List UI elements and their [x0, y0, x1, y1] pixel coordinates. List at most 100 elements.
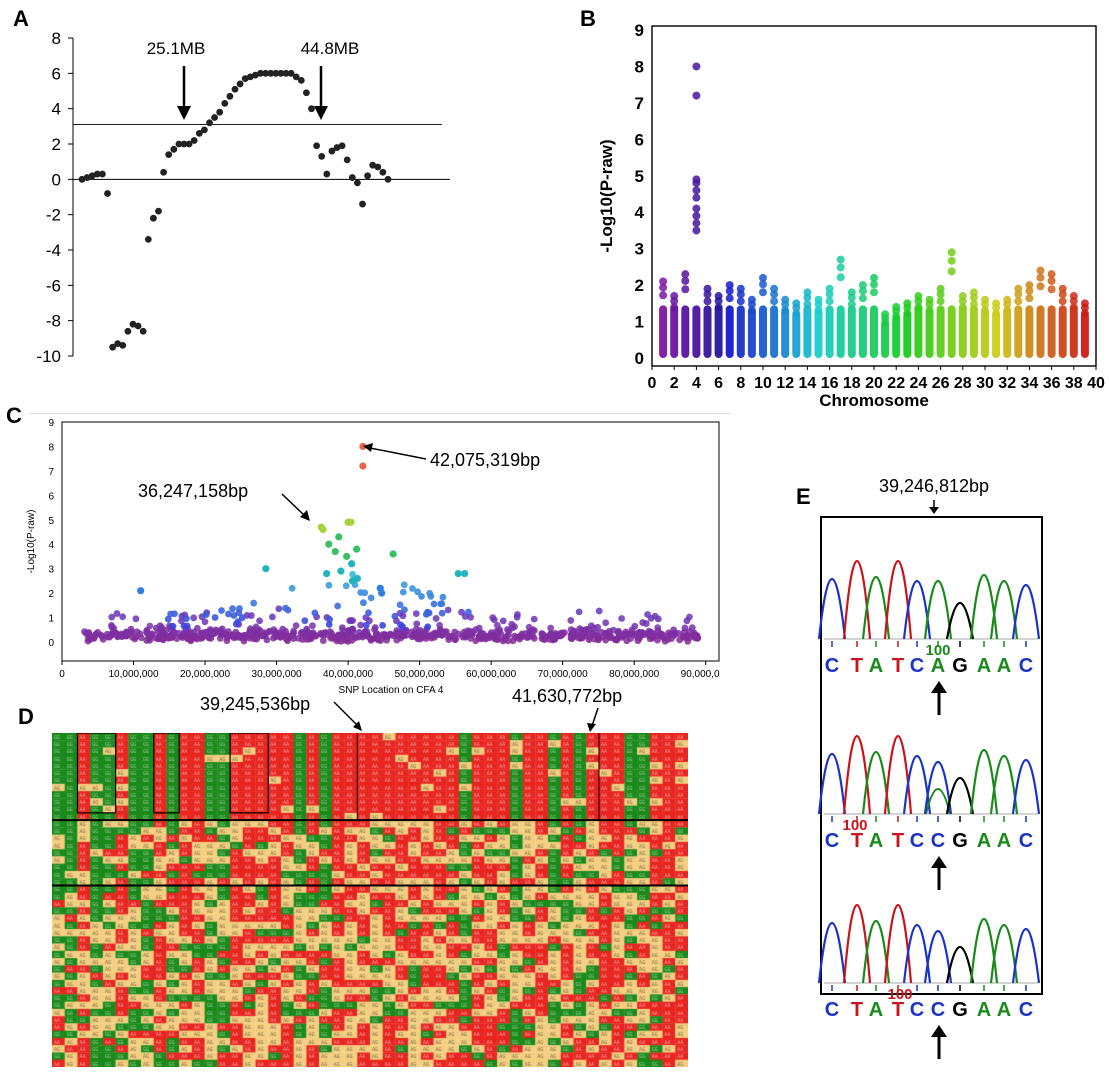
- panel-e-letter: E: [796, 484, 811, 509]
- e-base-letter: C: [825, 830, 839, 852]
- c-point: [328, 633, 336, 641]
- c-point: [237, 632, 245, 640]
- c-point: [301, 617, 309, 625]
- a-y-tick-label: -8: [46, 312, 61, 331]
- c-point: [344, 635, 351, 643]
- e-peak: [989, 580, 1019, 640]
- a-point: [129, 320, 137, 328]
- c-point: [255, 627, 263, 635]
- e-up-arrow-head: [931, 856, 947, 868]
- b-point: [947, 267, 956, 276]
- c-x-tick-label: 10,000,000: [108, 669, 158, 680]
- c-point: [266, 627, 274, 635]
- c-point: [438, 609, 446, 617]
- a-point: [88, 172, 96, 180]
- c-point: [595, 634, 603, 642]
- c-point: [191, 632, 199, 640]
- c-point: [527, 628, 535, 635]
- c-annot-arrow: [369, 447, 427, 460]
- b-x-axis-label: Chromosome: [819, 391, 929, 410]
- b-chromosome-column: [670, 305, 679, 358]
- b-point: [781, 300, 790, 309]
- c-point: [357, 589, 365, 596]
- e-base-letter: A: [977, 830, 991, 852]
- b-chromosome-column: [770, 305, 779, 358]
- c-point: [360, 599, 367, 607]
- a-point: [262, 69, 269, 77]
- c-point: [137, 634, 145, 642]
- b-point: [847, 300, 856, 309]
- c-point: [365, 609, 372, 617]
- c-point: [311, 609, 319, 617]
- b-chromosome-column: [992, 311, 1001, 358]
- c-point: [292, 622, 300, 630]
- b-point: [803, 293, 812, 302]
- b-point: [981, 306, 989, 315]
- b-chromosome-column: [736, 305, 745, 358]
- c-point: [218, 631, 226, 639]
- b-chromosome-column: [1003, 308, 1012, 358]
- b-point: [1003, 300, 1012, 309]
- c-point: [112, 629, 120, 637]
- c-point: [357, 621, 364, 629]
- c-point: [361, 628, 369, 635]
- c-point: [412, 610, 420, 618]
- b-point: [858, 281, 867, 290]
- b-point: [870, 273, 878, 282]
- c-annot-42075319: 42,075,319bp: [430, 450, 540, 470]
- b-x-tick-label: 28: [954, 375, 972, 392]
- b-point: [947, 256, 956, 265]
- b-point: [936, 297, 945, 306]
- c-point: [325, 621, 333, 628]
- e-peak: [842, 735, 872, 815]
- b-point: [692, 179, 701, 188]
- c-point: [182, 615, 190, 623]
- c-point: [577, 626, 585, 634]
- c-point: [123, 632, 131, 640]
- b-x-tick-label: 30: [976, 375, 994, 392]
- c-x-tick-label: 30,000,000: [252, 669, 302, 680]
- b-point: [1058, 297, 1067, 306]
- a-point: [277, 69, 285, 77]
- b-chromosome-column: [858, 305, 867, 358]
- c-point: [346, 617, 354, 625]
- b-x-tick-label: 40: [1087, 375, 1105, 392]
- c-point: [132, 615, 140, 623]
- c-point: [199, 632, 206, 640]
- b-point: [792, 309, 801, 318]
- c-point: [307, 629, 315, 637]
- a-point: [303, 89, 310, 97]
- c-point: [277, 633, 285, 641]
- b-point: [1047, 270, 1056, 279]
- e-peak: [842, 560, 872, 640]
- b-point: [770, 290, 779, 299]
- b-x-tick-label: 12: [776, 375, 794, 392]
- c-point: [694, 634, 701, 642]
- panel-b-letter: B: [580, 6, 596, 31]
- c-point: [325, 581, 333, 589]
- e-base-letter: C: [1019, 999, 1033, 1021]
- b-chromosome-column: [792, 311, 801, 358]
- a-point: [165, 151, 173, 159]
- c-point: [428, 631, 435, 639]
- c-point: [427, 592, 435, 600]
- b-point: [1014, 290, 1023, 299]
- e-quality-score: 100: [842, 817, 867, 834]
- c-point: [530, 634, 538, 642]
- e-peak: [817, 577, 847, 640]
- c-point: [438, 600, 446, 608]
- c-point: [190, 614, 198, 622]
- b-point: [981, 300, 989, 309]
- b-point: [1036, 266, 1045, 275]
- b-y-tick-label: 5: [635, 167, 644, 186]
- c-point: [108, 613, 116, 621]
- a-point: [144, 236, 152, 243]
- b-point: [1058, 284, 1067, 293]
- a-point: [297, 77, 305, 84]
- c-point: [670, 626, 678, 634]
- b-point: [770, 284, 779, 293]
- b-chromosome-column: [847, 305, 856, 358]
- b-point: [1036, 282, 1045, 291]
- c-point: [259, 632, 267, 640]
- b-point: [814, 300, 823, 309]
